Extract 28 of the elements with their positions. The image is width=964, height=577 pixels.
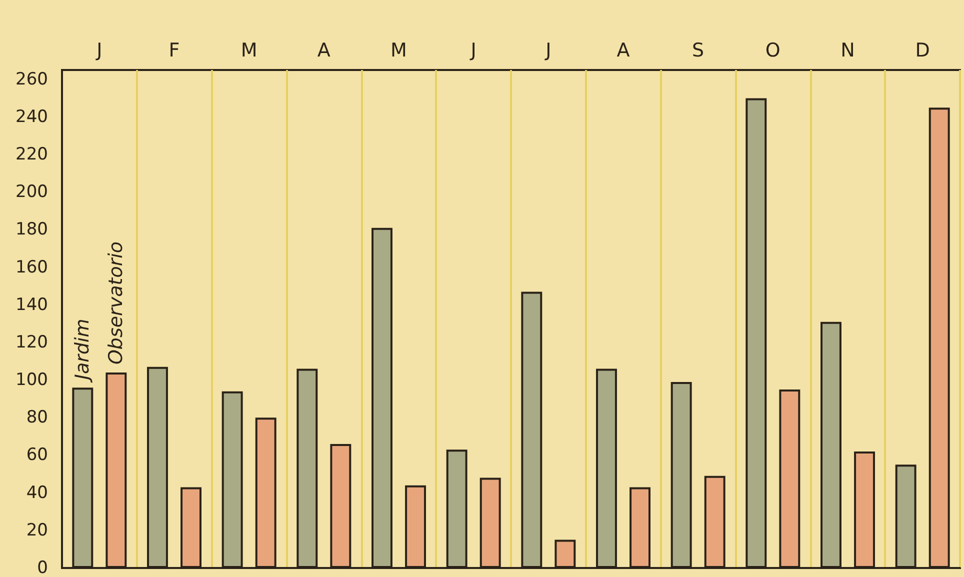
x-tick-label: D xyxy=(915,40,930,62)
x-tick-label: F xyxy=(168,40,180,62)
x-tick-label: J xyxy=(470,40,476,62)
y-tick-label: 140 xyxy=(16,294,48,315)
y-tick-label: 240 xyxy=(16,106,48,127)
text: Jardim xyxy=(72,318,94,384)
y-tick-label: 180 xyxy=(16,220,48,240)
x-tick-label: M xyxy=(240,40,258,62)
y-tick-label: 200 xyxy=(16,182,48,202)
x-tick-label: S xyxy=(692,40,704,62)
x-tick-label: A xyxy=(616,40,630,62)
y-tick-label: 160 xyxy=(16,257,48,278)
y-tick-label: 80 xyxy=(26,408,48,428)
x-tick-label: J xyxy=(544,40,552,62)
x-tick-label: A xyxy=(317,40,330,62)
y-tick-label: 0 xyxy=(37,558,48,577)
x-tick-label: N xyxy=(840,40,855,62)
x-tick-label: M xyxy=(390,40,407,62)
y-tick-label: 20 xyxy=(26,520,48,540)
x-tick-label: O xyxy=(765,40,780,62)
x-tick-label: J xyxy=(96,40,102,62)
y-tick-label: 40 xyxy=(26,482,48,503)
y-tick-label: 100 xyxy=(16,370,48,390)
y-tick-label: 60 xyxy=(26,445,48,466)
y-tick-label: 120 xyxy=(16,332,48,352)
text: Observatorio xyxy=(105,241,128,365)
y-tick-label: 260 xyxy=(16,69,48,90)
y-tick-label: 220 xyxy=(16,144,48,165)
